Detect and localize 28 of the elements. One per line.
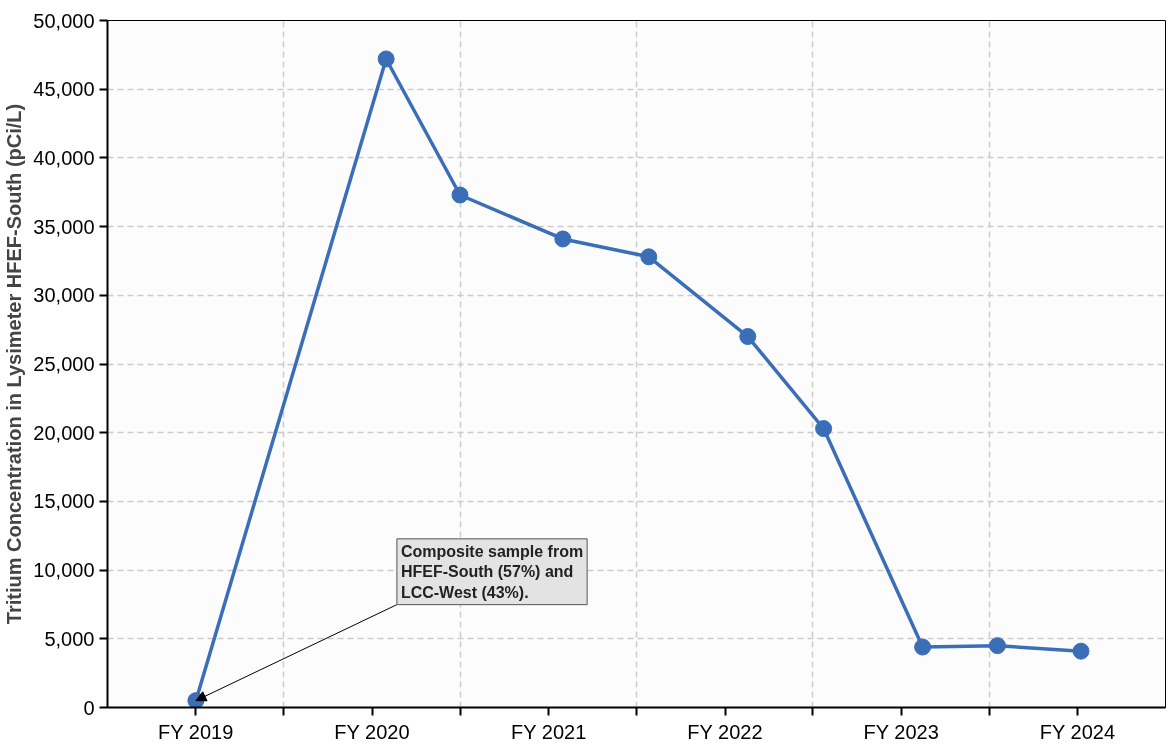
point (377, 50, 395, 68)
annotation: Composite sample from HFEF-South (57%) and LCC-West (43%). (400, 542, 584, 601)
x-tick-label: FY 2022 (687, 720, 763, 743)
y-tick-label: 5,000 (44, 627, 95, 650)
x-tick-label: FY 2024 (1039, 720, 1116, 743)
y-tick-label: 20,000 (33, 421, 95, 444)
y-tick-label: 50,000 (33, 9, 95, 32)
y-axis-title: Tritium Concentration in Lysimeter HFEF-South (pCi/L) (3, 103, 26, 625)
y-tick-label: 25,000 (33, 353, 95, 375)
x-tick-label: FY 2019 (158, 720, 234, 743)
point (988, 637, 1006, 655)
y-tick-label: 35,000 (33, 215, 95, 238)
y-tick-label: 15,000 (33, 490, 95, 513)
x-tick-label: FY 2021 (511, 720, 587, 743)
y-tick-label: 45,000 (33, 78, 95, 101)
point (451, 186, 469, 204)
y-tick-label: 10,000 (33, 559, 95, 582)
y-tick-label: 40,000 (33, 146, 95, 169)
point (554, 230, 572, 248)
y-tick-label: 0 (83, 696, 95, 719)
y-tick-label: 30,000 (33, 284, 95, 307)
point (739, 328, 757, 345)
x-tick-label: FY 2020 (334, 720, 410, 743)
point (815, 420, 833, 438)
point (1072, 642, 1090, 660)
x-tick-label: FY 2023 (863, 720, 939, 743)
point (640, 248, 658, 266)
point (914, 638, 932, 656)
